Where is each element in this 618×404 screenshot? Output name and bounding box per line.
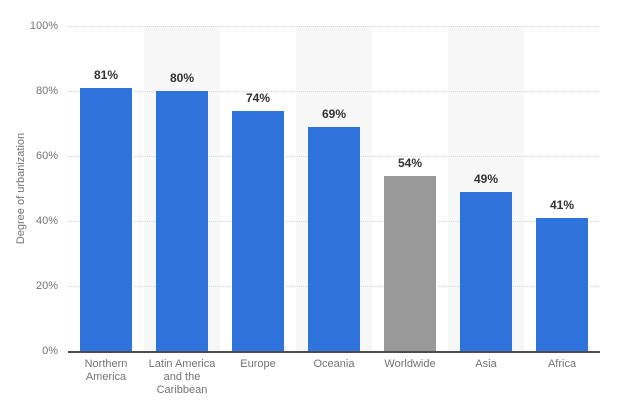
bar-europe [232,110,284,351]
x-axis-label: Europe [240,358,276,370]
y-tick-label: 40% [35,215,58,227]
plot-area: 81% 80% 74% 69% 54% 49% 41% [68,26,600,353]
y-tick-label: 60% [35,150,58,162]
y-tick-label: 80% [35,85,58,97]
bar-oceania [308,126,360,351]
bar-value-label: 41% [549,197,575,212]
y-tick-label: 100% [29,20,58,32]
bar-worldwide [384,175,436,351]
x-axis-label: Worldwide [384,358,436,370]
bar-value-label: 74% [245,90,271,105]
x-axis-label: Northern America [84,358,128,383]
bar-value-label: 49% [473,171,499,186]
bar-northern-america [80,87,132,351]
y-tick-label: 20% [35,280,58,292]
gridline [68,26,600,27]
gridline [68,91,600,92]
bar-asia [460,191,512,351]
x-axis-line [68,351,600,353]
bar-value-label: 80% [169,71,195,85]
x-axis-label: Latin America and the Caribbean [148,358,216,396]
x-axis-label: Oceania [313,358,355,370]
y-tick-label: 0% [42,345,58,357]
bar-value-label: 81% [93,67,119,82]
bar-africa [536,217,588,351]
y-axis-title: Degree of urbanization [15,132,27,245]
bar-value-label: 69% [321,106,347,121]
x-axis-label: Asia [475,358,497,370]
bar-latin-america-and-the-caribbean [156,91,208,351]
x-axis-label: Africa [547,358,577,370]
bar-value-label: 54% [397,155,423,170]
